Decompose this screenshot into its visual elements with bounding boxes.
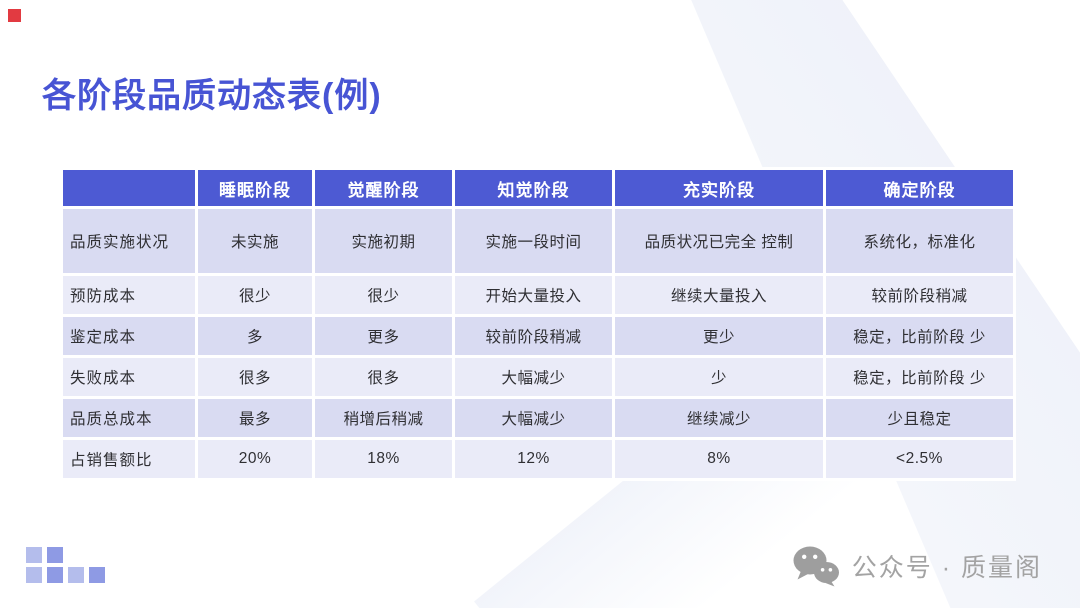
logo-square	[89, 567, 105, 583]
table-container: 睡眠阶段 觉醒阶段 知觉阶段 充实阶段 确定阶段 品质实施状况 未实施 实施初期…	[60, 167, 1016, 481]
table-cell: 未实施	[198, 209, 312, 273]
wechat-icon	[793, 546, 839, 587]
table-cell: 稍增后稍减	[315, 399, 452, 437]
logo-square	[68, 567, 84, 583]
page-title: 各阶段品质动态表(例)	[42, 77, 382, 115]
table-cell: 18%	[315, 440, 452, 478]
table-cell: 12%	[455, 440, 612, 478]
table-cell: 少	[615, 358, 823, 396]
table-cell: 最多	[198, 399, 312, 437]
table-cell: 继续大量投入	[615, 276, 823, 314]
table-cell: 更少	[615, 317, 823, 355]
table-cell: 很多	[198, 358, 312, 396]
table-cell: 品质状况已完全 控制	[615, 209, 823, 273]
table-cell: 很少	[315, 276, 452, 314]
header-cell-stage-2: 觉醒阶段	[315, 170, 452, 206]
table-cell: 系统化，标准化	[826, 209, 1013, 273]
watermark: 公众号 · 质量阁	[792, 545, 1042, 587]
table-row-failure-cost: 失败成本 很多 很多 大幅减少 少 稳定，比前阶段 少	[63, 358, 1013, 396]
table-cell: 少且稳定	[826, 399, 1013, 437]
table-cell: 8%	[615, 440, 823, 478]
table-cell: 实施初期	[315, 209, 452, 273]
table-row-implementation-status: 品质实施状况 未实施 实施初期 实施一段时间 品质状况已完全 控制 系统化，标准…	[63, 209, 1013, 273]
table-cell: 较前阶段稍减	[455, 317, 612, 355]
table-cell: 大幅减少	[455, 399, 612, 437]
table-row-percent-of-sales: 占销售额比 20% 18% 12% 8% <2.5%	[63, 440, 1013, 478]
logo-square	[26, 547, 42, 563]
table-cell: 很多	[315, 358, 452, 396]
table-cell: 较前阶段稍减	[826, 276, 1013, 314]
table-cell: 稳定，比前阶段 少	[826, 358, 1013, 396]
table-cell: 更多	[315, 317, 452, 355]
row-label: 鉴定成本	[63, 317, 195, 355]
header-cell-empty	[63, 170, 195, 206]
table-cell: 多	[198, 317, 312, 355]
quality-stage-table: 睡眠阶段 觉醒阶段 知觉阶段 充实阶段 确定阶段 品质实施状况 未实施 实施初期…	[60, 167, 1016, 481]
row-label: 品质总成本	[63, 399, 195, 437]
logo-squares	[26, 547, 105, 583]
table-row-appraisal-cost: 鉴定成本 多 更多 较前阶段稍减 更少 稳定，比前阶段 少	[63, 317, 1013, 355]
table-cell: 开始大量投入	[455, 276, 612, 314]
header-cell-stage-3: 知觉阶段	[455, 170, 612, 206]
table-cell: 稳定，比前阶段 少	[826, 317, 1013, 355]
row-label: 品质实施状况	[63, 209, 195, 273]
logo-square	[26, 567, 42, 583]
logo-square	[47, 567, 63, 583]
table-cell: 很少	[198, 276, 312, 314]
red-accent-square	[8, 9, 21, 22]
row-label: 预防成本	[63, 276, 195, 314]
row-label: 失败成本	[63, 358, 195, 396]
header-cell-stage-1: 睡眠阶段	[198, 170, 312, 206]
header-cell-stage-5: 确定阶段	[826, 170, 1013, 206]
table-cell: 大幅减少	[455, 358, 612, 396]
row-label: 占销售额比	[63, 440, 195, 478]
table-row-prevention-cost: 预防成本 很少 很少 开始大量投入 继续大量投入 较前阶段稍减	[63, 276, 1013, 314]
table-cell: <2.5%	[826, 440, 1013, 478]
table-row-total-quality-cost: 品质总成本 最多 稍增后稍减 大幅减少 继续减少 少且稳定	[63, 399, 1013, 437]
table-header-row: 睡眠阶段 觉醒阶段 知觉阶段 充实阶段 确定阶段	[63, 170, 1013, 206]
header-cell-stage-4: 充实阶段	[615, 170, 823, 206]
table-cell: 实施一段时间	[455, 209, 612, 273]
watermark-text: 公众号 · 质量阁	[851, 554, 1042, 582]
table-cell: 20%	[198, 440, 312, 478]
table-cell: 继续减少	[615, 399, 823, 437]
logo-square	[47, 547, 63, 563]
